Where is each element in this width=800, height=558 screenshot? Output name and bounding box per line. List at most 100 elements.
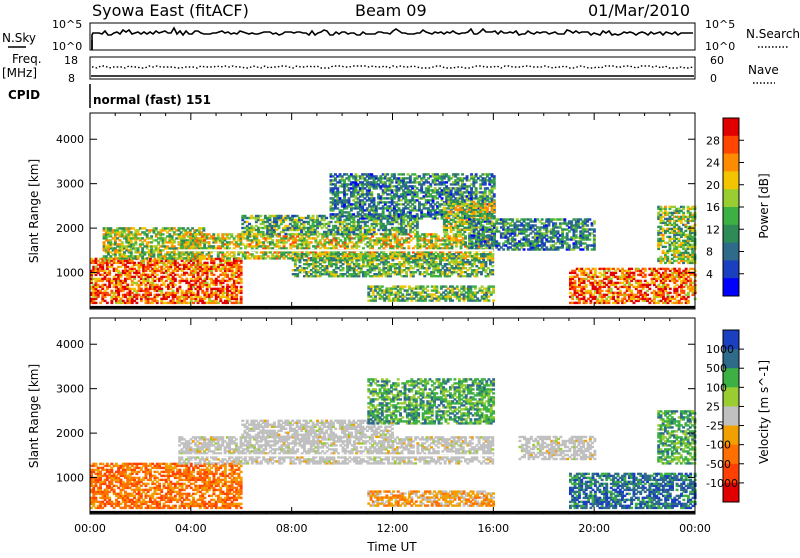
power-echo-cell (259, 215, 262, 217)
power-echo-cell (402, 173, 405, 175)
nsky-trace (92, 28, 693, 50)
power-echo-cell (155, 227, 158, 229)
power-echo-cell (149, 292, 152, 294)
power-echo-cell (386, 173, 389, 175)
power-echo-cell (291, 233, 294, 235)
freq-panel (90, 57, 695, 79)
power-echo-cell (464, 241, 467, 243)
power-echo-cell (345, 193, 348, 195)
power-echo-cell (436, 217, 439, 219)
nave-tick-top: 60 (710, 54, 724, 67)
power-echo-cell (308, 253, 311, 255)
power-echo-cell (344, 253, 347, 255)
site-title: Syowa East (fitACF) (92, 1, 249, 20)
power-echo-cell (160, 288, 163, 290)
power-echo-cell (475, 173, 478, 175)
nave-trace (92, 66, 693, 68)
freq-unit: [MHz] (2, 66, 37, 80)
power-echo-cell (183, 257, 186, 259)
power-echo-cell (380, 233, 383, 235)
power-echo-cell (393, 173, 396, 175)
date-title: 01/Mar/2010 (588, 1, 690, 20)
power-echo-cell (413, 205, 416, 207)
power-echo-cell (464, 235, 467, 237)
power-echo-cell (317, 235, 320, 237)
power-echo-cell (135, 302, 138, 304)
nsky-panel (90, 23, 695, 50)
power-echo-cell (342, 267, 345, 269)
nsearch-label: N.Search (746, 27, 800, 41)
power-echo-cell (230, 233, 233, 235)
power-echo-cell (375, 233, 378, 235)
power-echo-cell (217, 233, 220, 235)
power-echo-cell (150, 235, 153, 237)
power-echo-cell (407, 251, 410, 253)
power-echo-cell (271, 239, 274, 241)
power-echo-cell (461, 173, 464, 175)
power-echo-cell (174, 284, 177, 286)
power-echo-cell (240, 266, 243, 268)
power-echo-cell (330, 221, 333, 223)
power-echo-cell (179, 286, 182, 288)
freq-tick-bottom: 8 (68, 72, 75, 85)
power-echo-cell (196, 233, 199, 235)
power-echo-cell (174, 278, 177, 280)
power-echo-cell (437, 235, 440, 237)
power-echo-cell (462, 253, 465, 255)
power-echo-cell (441, 197, 444, 199)
power-echo-cell (235, 286, 238, 288)
power-echo-cell (202, 227, 205, 229)
power-echo-cell (407, 255, 410, 257)
power-echo-cell (416, 213, 419, 215)
power-echo-cell (126, 284, 129, 286)
freq-tick-top: 18 (64, 54, 78, 67)
nsky-label: N.Sky (2, 31, 36, 45)
power-echo-cell (377, 217, 380, 219)
power-echo-cell (213, 274, 216, 276)
power-echo-cell (355, 233, 358, 235)
power-echo-cell (106, 302, 109, 304)
nsky-tick-top: 10^5 (52, 18, 82, 31)
power-echo-cell (373, 253, 376, 255)
power-echo-cell (226, 274, 229, 276)
power-echo-cell (206, 262, 209, 264)
power-echo-cell (405, 229, 408, 231)
power-echo-cell (335, 271, 338, 273)
power-echo-cell (407, 245, 410, 247)
nsearch-tick-top: 10^5 (705, 18, 735, 31)
power-echo-cell (403, 253, 406, 255)
power-echo-cell (318, 233, 321, 235)
cpid-label: CPID (8, 88, 40, 102)
power-echo-cell (162, 233, 165, 235)
power-echo-cell (358, 245, 361, 247)
power-echo-cell (325, 217, 328, 219)
power-echo-cell (208, 241, 211, 243)
power-echo-cell (284, 233, 287, 235)
power-echo-cell (491, 265, 494, 267)
power-echo-cell (185, 233, 188, 235)
power-echo-cell (403, 247, 406, 249)
power-echo-cell (212, 233, 215, 235)
power-echo-cell (240, 258, 243, 260)
power-echo-cell (475, 187, 478, 189)
power-echo-cell (457, 173, 460, 175)
power-echo-cell (373, 197, 376, 199)
power-echo-cell (396, 235, 399, 237)
nsky-tick-bottom: 10^0 (52, 40, 82, 53)
nave-tick-bottom: 0 (710, 72, 717, 85)
power-echo-cell (457, 253, 460, 255)
power-echo-cell (240, 247, 243, 249)
power-echo-cell (108, 270, 111, 272)
power-echo-cell (312, 215, 315, 217)
power-echo-cell (210, 255, 213, 257)
power-echo-cell (237, 257, 240, 259)
power-echo-cell (185, 278, 188, 280)
power-echo-cell (491, 253, 494, 255)
power-echo-cell (491, 259, 494, 261)
power-echo-cell (240, 296, 243, 298)
power-echo-cell (240, 278, 243, 280)
freq-label: Freq. (12, 52, 42, 66)
cpid-value: normal (fast) 151 (93, 93, 211, 107)
